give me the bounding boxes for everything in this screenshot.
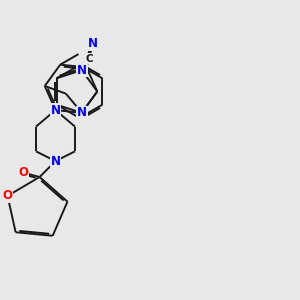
Text: O: O (2, 189, 13, 203)
Text: C: C (85, 54, 93, 64)
Text: O: O (19, 166, 28, 179)
Text: N: N (77, 106, 87, 119)
Text: N: N (50, 154, 61, 168)
Text: N: N (50, 103, 61, 117)
Text: N: N (77, 64, 87, 76)
Text: N: N (88, 37, 98, 50)
